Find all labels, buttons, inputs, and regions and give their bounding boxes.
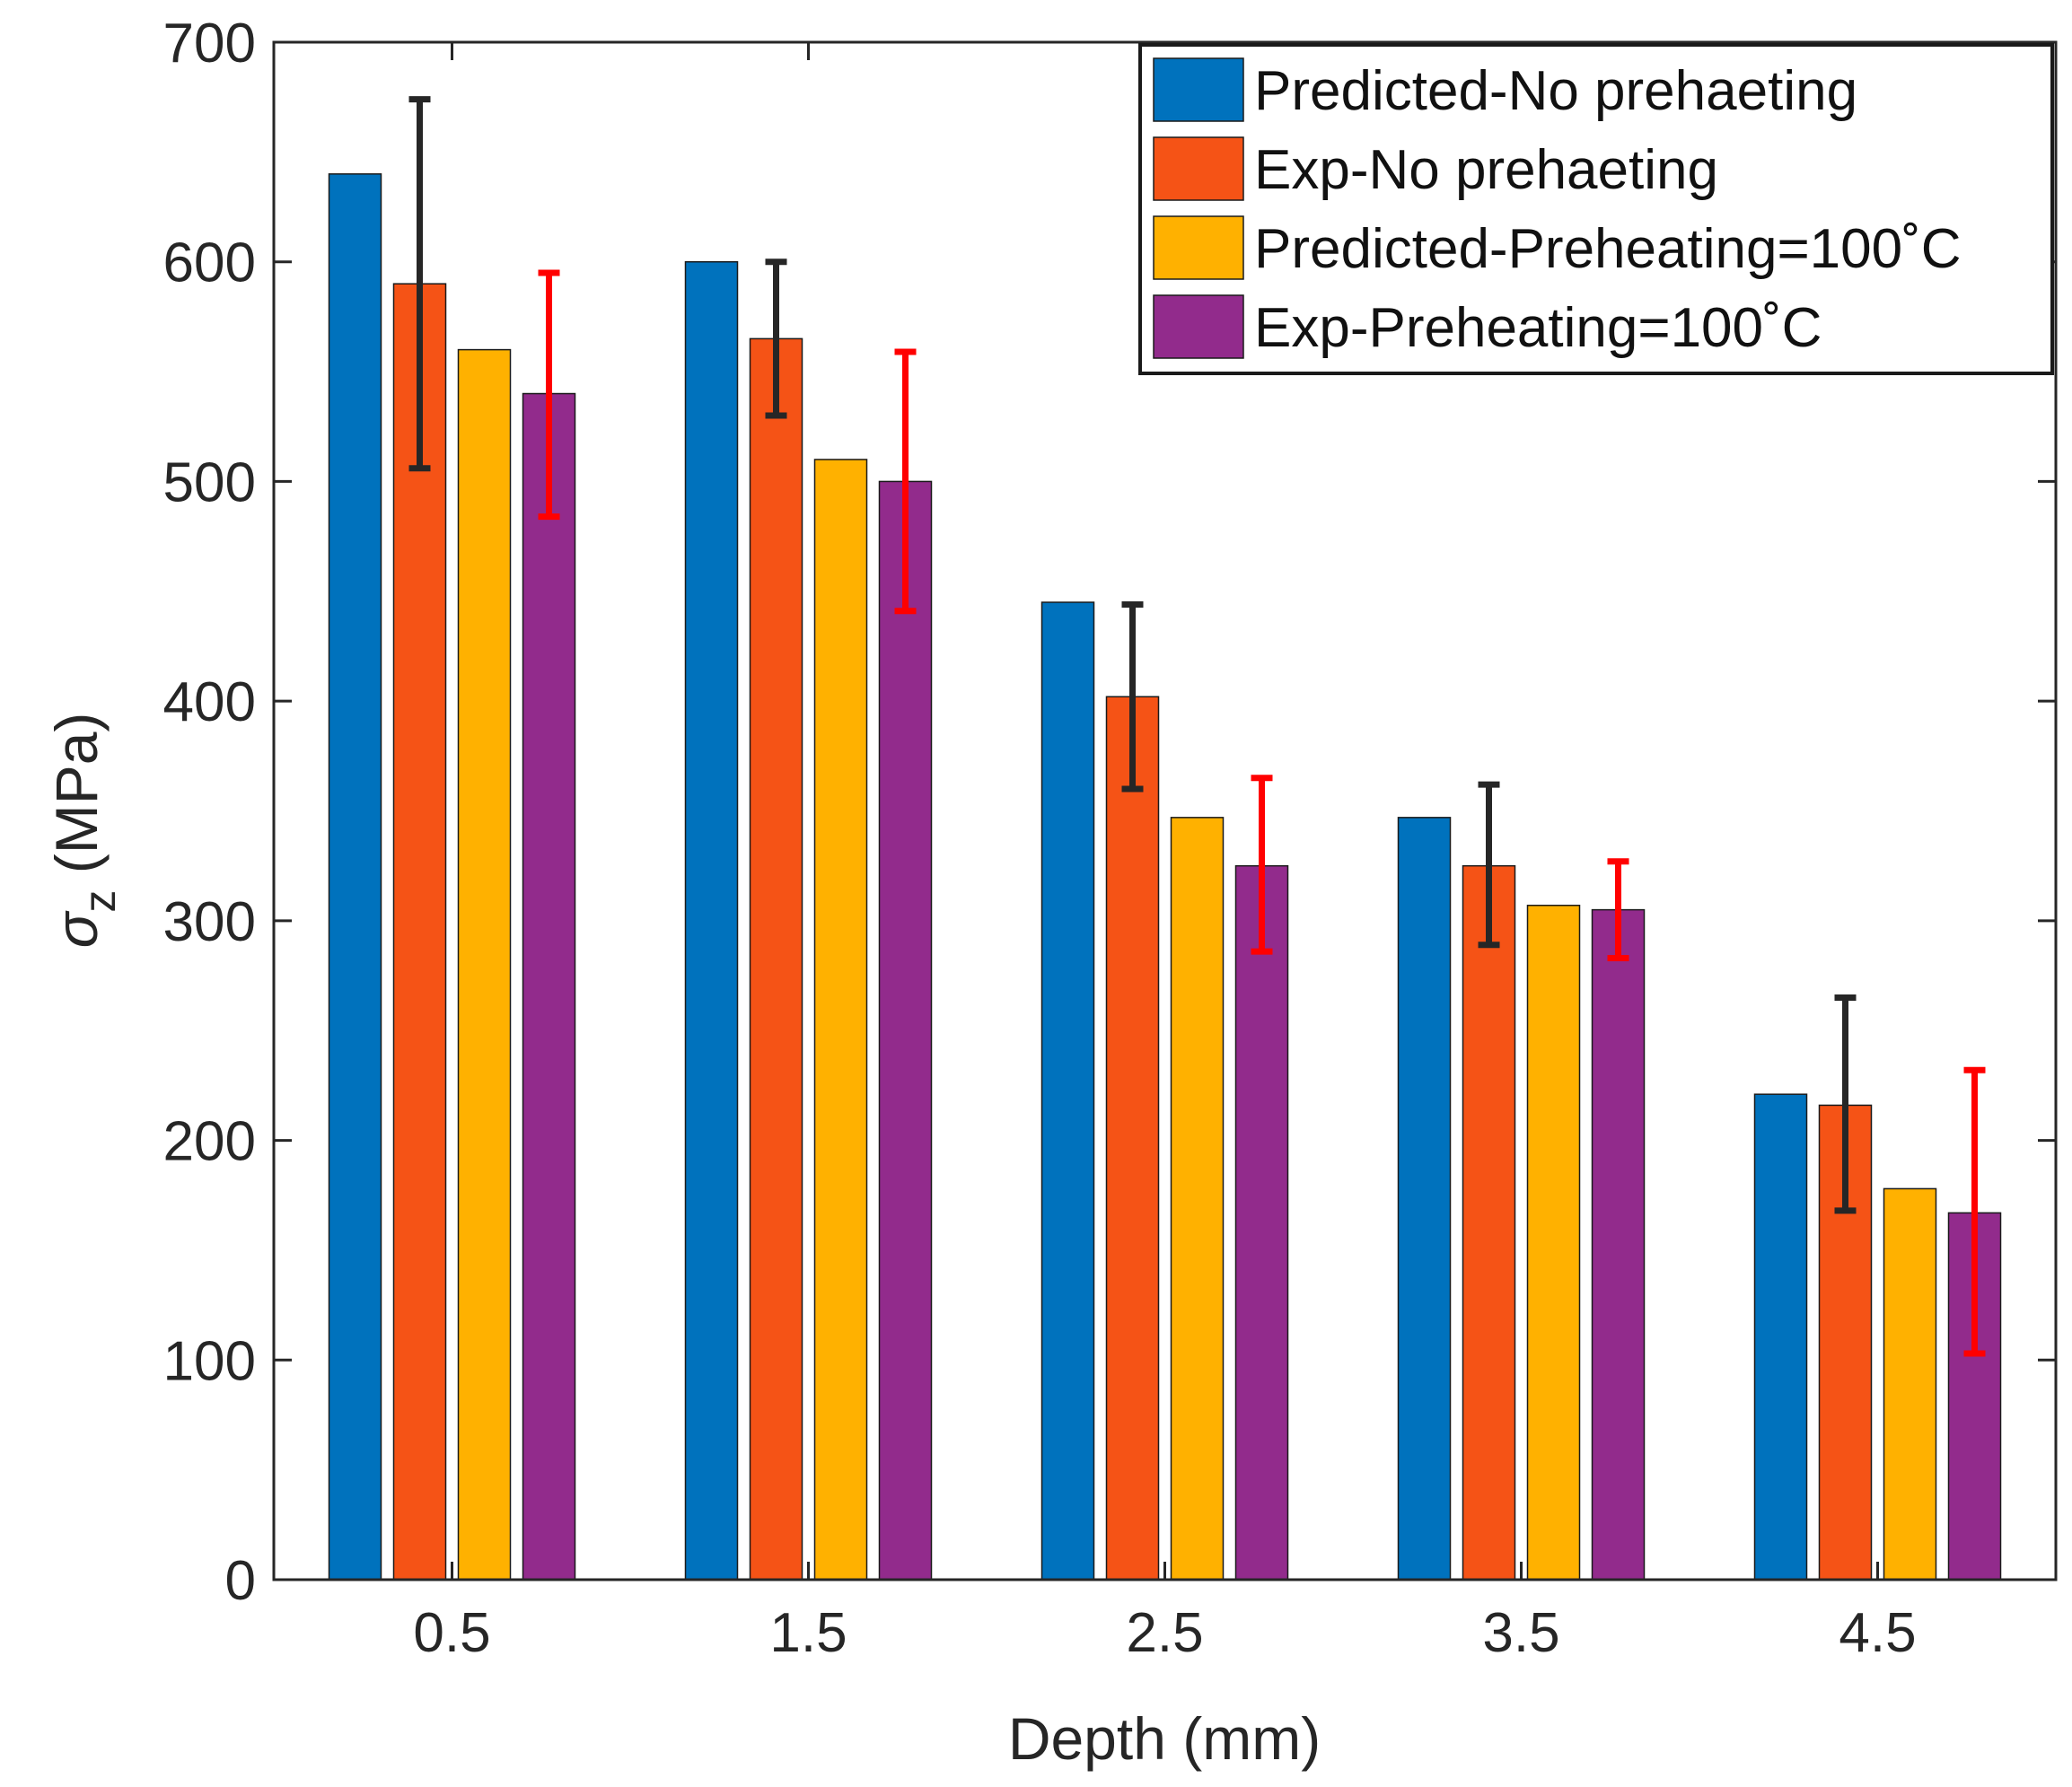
bar-series4-1.5 [878,480,933,1581]
bar-series1-0.5 [328,173,382,1581]
bar-series4-3.5 [1591,908,1646,1581]
bar-series1-2.5 [1040,601,1095,1581]
bar-series1-4.5 [1753,1093,1808,1581]
y-tick-label-700: 700 [163,13,256,74]
bar-series1-1.5 [684,260,739,1581]
y-axis-title-subscript: z [75,890,125,913]
legend-label-series3: Predicted-Preheating=100˚C [1254,218,1962,280]
x-tick-label-3.5: 3.5 [1482,1602,1559,1664]
y-tick-label-300: 300 [163,891,256,953]
y-axis-title-symbol: σ [43,910,110,948]
x-tick-label-4.5: 4.5 [1839,1602,1916,1664]
x-tick-label-0.5: 0.5 [413,1602,490,1664]
y-tick-label-0: 0 [225,1550,256,1612]
legend-box [1138,43,2054,375]
legend: Predicted-No prehaeting Exp-No prehaeting… [1138,43,2054,375]
legend-label-series2: Exp-No prehaeting [1254,139,1718,201]
bar-series3-1.5 [813,459,868,1581]
legend-swatch-series1 [1153,57,1244,122]
bar-series4-2.5 [1234,864,1289,1581]
x-tick-label-2.5: 2.5 [1126,1602,1203,1664]
y-axis-title: σz (MPa) [43,713,125,949]
legend-swatch-series3 [1153,215,1244,280]
y-tick-label-400: 400 [163,671,256,733]
y-tick-label-200: 200 [163,1111,256,1173]
y-tick-label-100: 100 [163,1330,256,1392]
bar-series2-0.5 [392,283,447,1581]
bar-series3-2.5 [1170,817,1225,1581]
bar-series2-2.5 [1105,696,1160,1581]
y-tick-label-600: 600 [163,232,256,294]
x-tick-label-1.5: 1.5 [769,1602,847,1664]
legend-label-series1: Predicted-No prehaeting [1254,60,1857,122]
bar-series1-3.5 [1397,817,1452,1581]
y-axis-title-unit: (MPa) [43,713,110,890]
x-axis-title: Depth (mm) [1008,1705,1321,1772]
bar-series2-1.5 [749,337,803,1581]
y-tick-label-500: 500 [163,451,256,513]
bar-series3-3.5 [1526,904,1581,1581]
legend-swatch-series2 [1153,136,1244,201]
legend-label-series4: Exp-Preheating=100˚C [1254,297,1822,359]
bars-layer [328,173,2002,1581]
errorbars-layer [408,96,1986,1357]
bar-series3-4.5 [1883,1187,1937,1581]
bar-series4-0.5 [522,392,576,1581]
bar-series3-0.5 [457,348,512,1581]
legend-swatch-series4 [1153,294,1244,359]
bar-series2-3.5 [1462,864,1516,1581]
